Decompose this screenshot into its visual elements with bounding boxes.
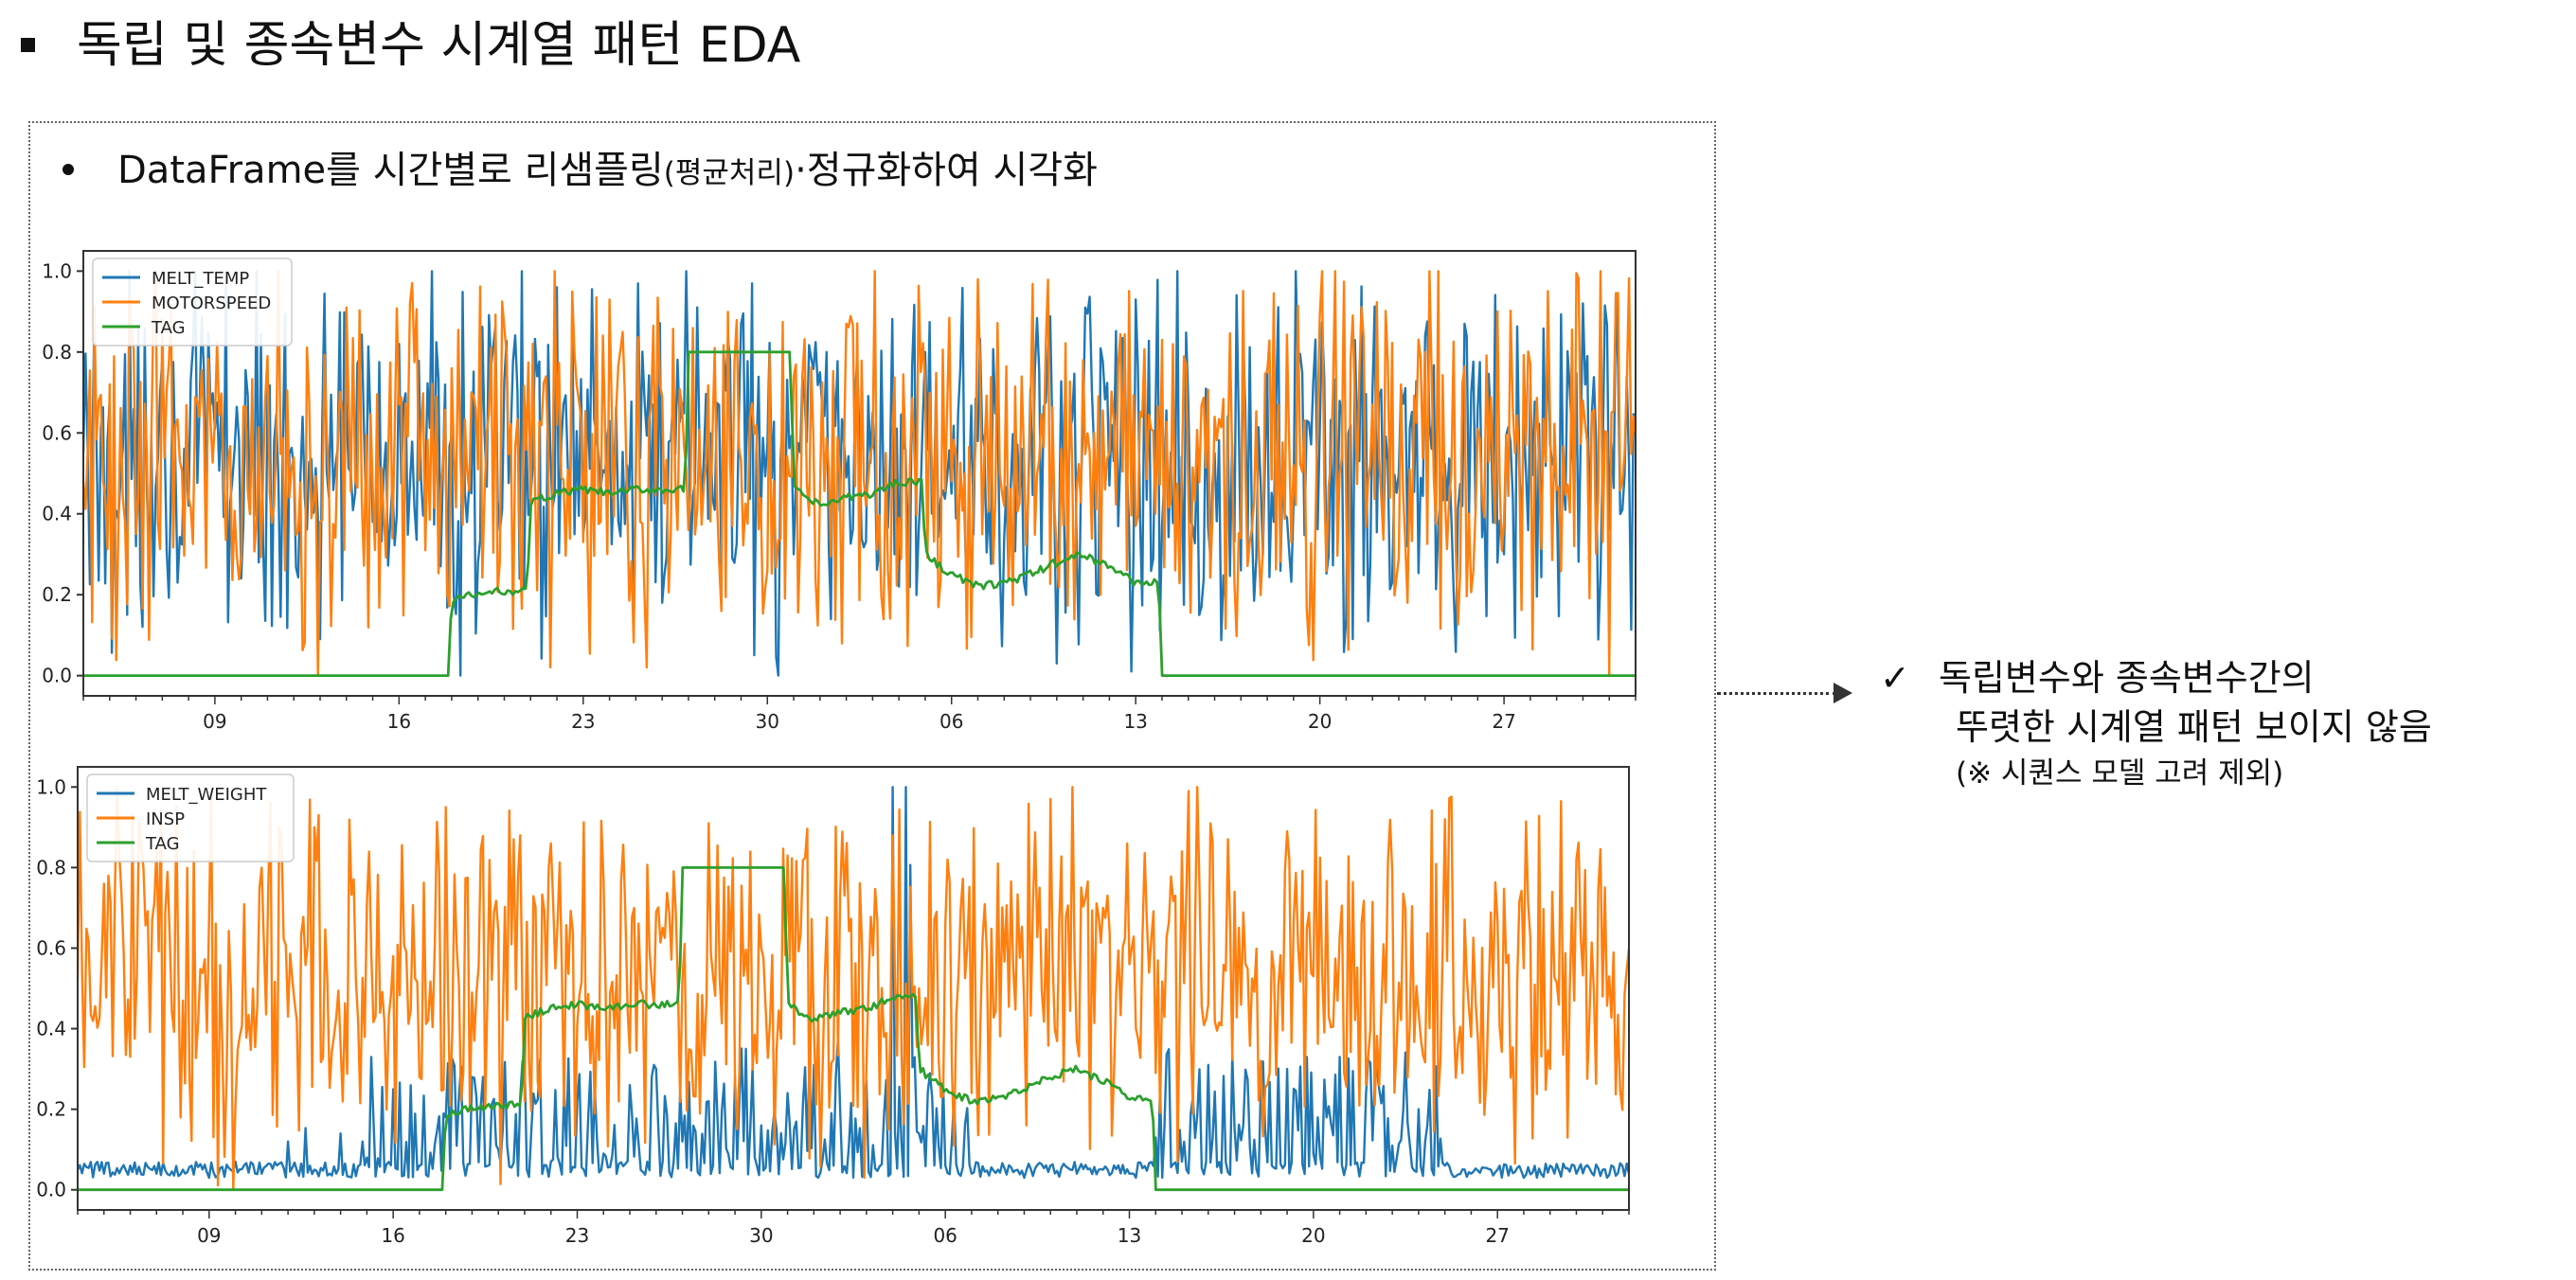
legend-label: MELT_WEIGHT [146,785,267,805]
sub-heading-tail: ·정규화하여 시각화 [795,149,1098,192]
x-tick-label: 06 [933,1224,957,1247]
sub-heading: DataFrame를 시간별로 리샘플링(평균처리)·정규화하여 시각화 [63,142,1098,202]
check-icon: ✓ [1880,657,1910,699]
page-title: 독립 및 종속변수 시계열 패턴 EDA [21,11,800,80]
x-tick-label: 16 [381,1224,404,1247]
chart-2: 0.0 0.2 0.4 0.6 0.8 1.0 09 16 23 30 06 13 20 27 MELT_W… [36,766,1630,1247]
conclusion-text-1: 독립변수와 종속변수간의 [1939,657,2315,699]
x-tick-label: 16 [387,710,411,733]
x-tick-label: 27 [1485,1224,1509,1247]
arrow-head-icon [1834,683,1852,703]
y-tick-label: 0.8 [42,341,72,364]
y-tick-label: 1.0 [36,775,66,798]
chart-1: 0.0 0.2 0.4 0.6 0.8 1.0 09 16 23 30 06 13 20 27 MELT_T… [42,250,1637,733]
plot-frame [77,766,1630,1211]
y-tick-label: 0.6 [36,936,66,959]
x-tick-label: 23 [565,1224,589,1247]
x-tick-label: 23 [571,710,595,733]
series-line [78,786,1629,1191]
series-line [83,270,1636,677]
legend-label: MOTORSPEED [152,293,271,313]
sub-heading-paren: (평균처리) [663,156,796,190]
bullet-dot-icon [63,164,74,175]
legend-label: TAG [145,834,180,854]
legend-label: MELT_TEMP [152,269,249,289]
x-tick-label: 13 [1123,710,1147,733]
sub-heading-main: DataFrame를 시간별로 리샘플링 [117,149,664,192]
series-line [78,866,1629,1192]
conclusion-line-1: ✓ 독립변수와 종속변수간의 [1880,653,2432,702]
conclusion-line-3: (※ 시퀀스 모델 고려 제외) [1956,756,2284,791]
x-tick-label: 27 [1492,710,1515,733]
x-tick-label: 06 [939,710,963,733]
plot-area [83,270,1636,677]
title-bullet-icon [21,37,35,52]
x-tick-label: 30 [756,710,779,733]
conclusion: ✓ 독립변수와 종속변수간의 뚜렷한 시계열 패턴 보이지 않음 (※ 시퀀스 모… [1880,653,2432,795]
y-tick-label: 0.0 [36,1179,66,1201]
series-line [83,350,1636,677]
legend-box [92,258,293,347]
y-tick-label: 0.0 [42,665,72,687]
y-tick-label: 0.6 [42,421,72,444]
conclusion-line-2: 뚜렷한 시계열 패턴 보이지 않음 [1956,706,2432,748]
chart-panel [28,121,1716,1271]
plot-area [78,786,1629,1192]
y-tick-label: 0.4 [42,503,72,525]
plot-frame [82,250,1637,697]
legend-label: TAG [151,318,186,338]
arrow-connector [1717,692,1836,695]
x-tick-label: 09 [203,710,226,733]
y-tick-label: 0.4 [36,1018,66,1040]
legend-label: INSP [146,809,185,829]
y-tick-label: 0.8 [36,856,66,879]
page-title-text: 독립 및 종속변수 시계열 패턴 EDA [77,17,801,74]
y-tick-label: 1.0 [42,259,72,282]
y-tick-label: 0.2 [36,1098,66,1121]
legend-box [86,773,295,862]
x-tick-label: 30 [749,1224,773,1247]
series-line [83,270,1636,677]
x-tick-label: 20 [1301,1224,1325,1247]
y-tick-label: 0.2 [42,583,72,606]
series-line [78,786,1629,1180]
x-tick-label: 13 [1118,1224,1141,1247]
x-tick-label: 20 [1308,710,1332,733]
x-tick-label: 09 [197,1224,221,1247]
